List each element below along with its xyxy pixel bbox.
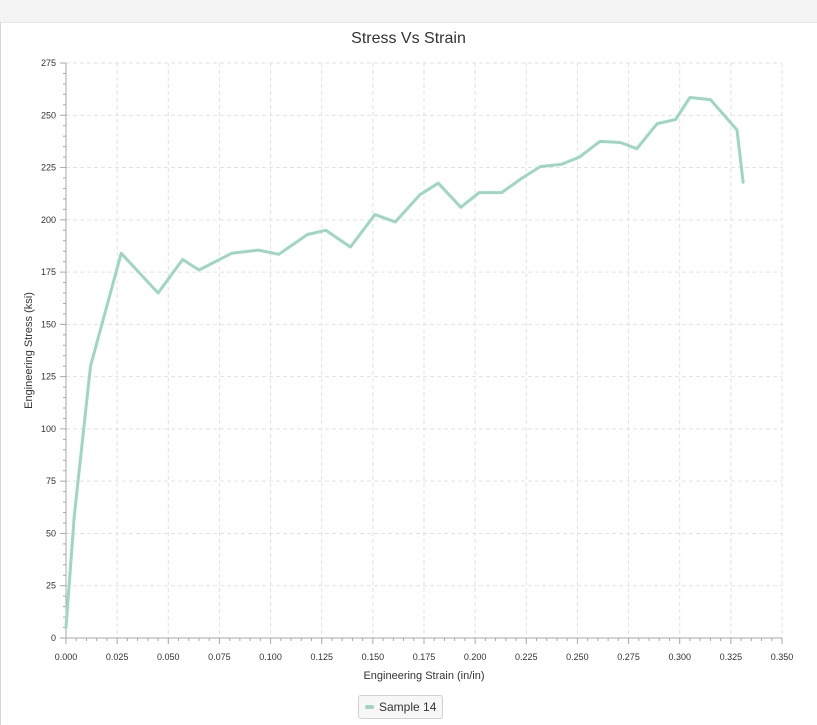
x-tick-label: 0.275 [617,652,640,662]
x-tick-label: 0.350 [771,652,794,662]
legend-label: Sample 14 [379,700,437,714]
x-tick-label: 0.300 [668,652,691,662]
y-tick-label: 150 [41,319,56,329]
y-tick-label: 200 [41,215,56,225]
x-tick-label: 0.250 [566,652,589,662]
y-axis-label: Engineering Stress (ksi) [23,292,35,409]
x-tick-label: 0.225 [515,652,538,662]
y-tick-label: 75 [46,476,56,486]
x-tick-label: 0.075 [208,652,231,662]
x-tick-label: 0.125 [310,652,333,662]
y-tick-label: 225 [41,163,56,173]
y-tick-label: 0 [51,633,56,643]
x-tick-label: 0.200 [464,652,487,662]
legend[interactable]: Sample 14 [358,695,444,719]
x-tick-label: 0.175 [413,652,436,662]
y-tick-label: 50 [46,528,56,538]
x-tick-label: 0.025 [106,652,129,662]
series-line-sample-14 [64,96,745,629]
x-tick-label: 0.000 [55,652,78,662]
x-axis-label: Engineering Strain (in/in) [363,670,484,682]
y-tick-label: 250 [41,110,56,120]
x-tick-label: 0.325 [720,652,743,662]
y-tick-label: 100 [41,424,56,434]
chart-panel [0,22,817,725]
y-tick-label: 275 [41,58,56,68]
x-tick-label: 0.150 [362,652,385,662]
y-tick-label: 125 [41,372,56,382]
x-tick-label: 0.100 [259,652,282,662]
legend-swatch-icon [365,705,374,709]
x-tick-label: 0.050 [157,652,180,662]
y-tick-label: 25 [46,581,56,591]
y-tick-label: 175 [41,267,56,277]
chart-title: Stress Vs Strain [351,30,466,47]
